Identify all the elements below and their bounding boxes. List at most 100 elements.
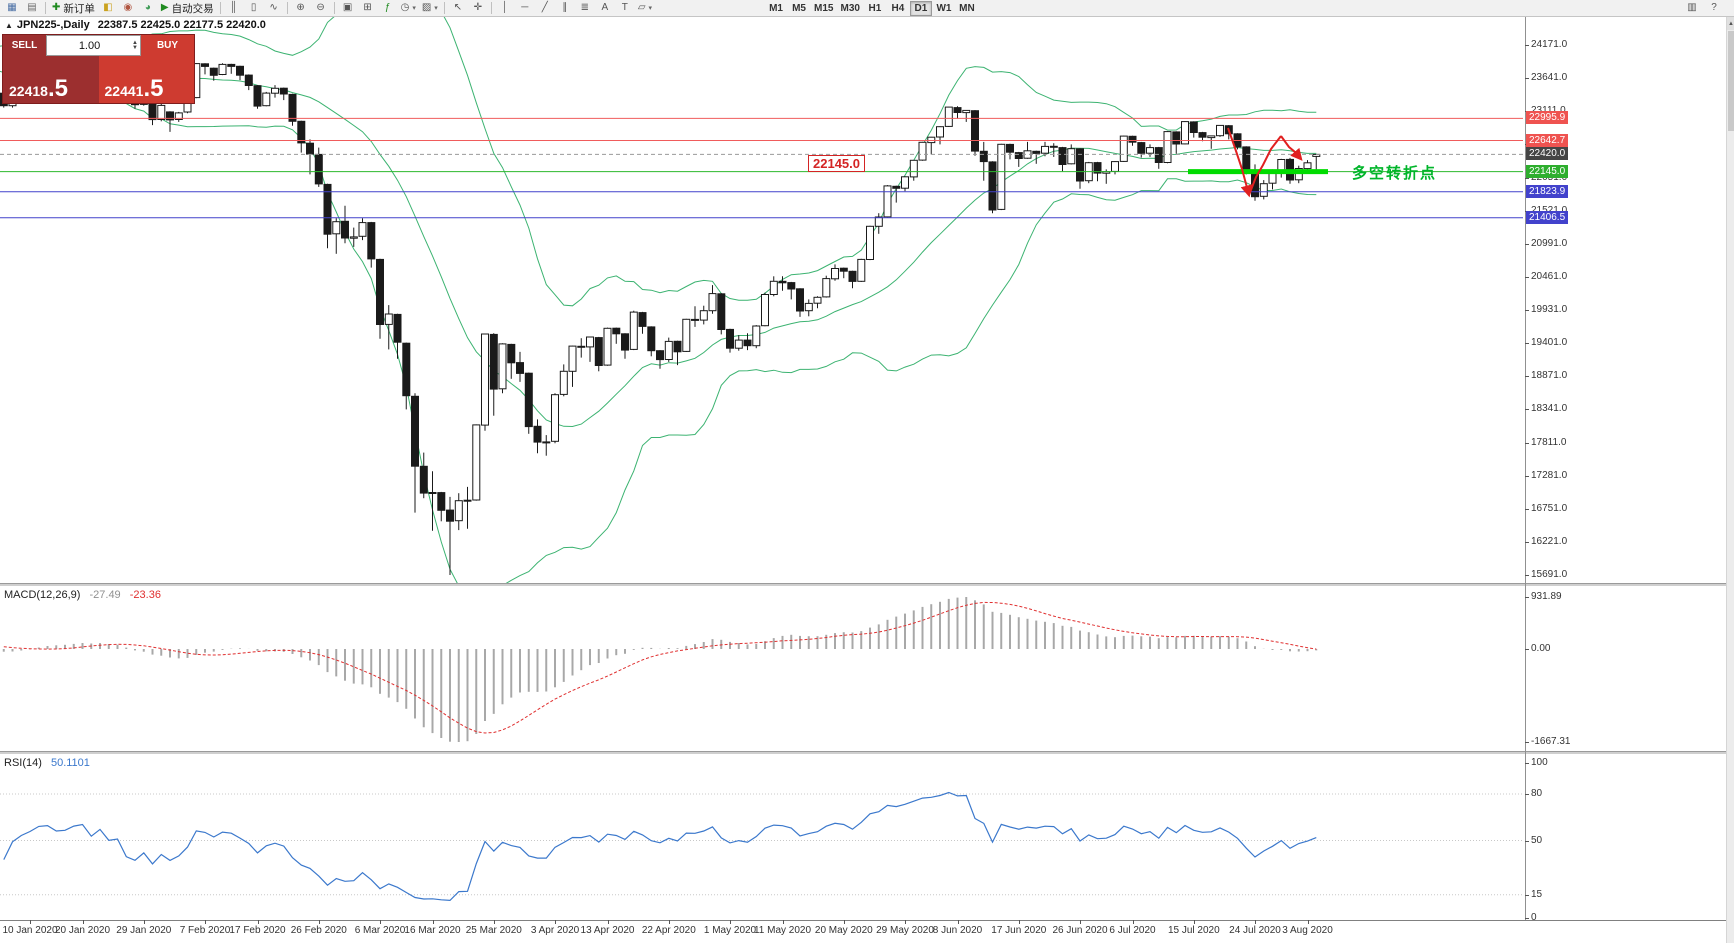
price-tag-21406.5: 21406.5: [1526, 210, 1569, 224]
horizontal-level-lines[interactable]: [0, 117, 1523, 219]
symbol-period-text: JPN225-,Daily: [16, 19, 90, 31]
line-chart-type[interactable]: ∿: [264, 1, 284, 16]
price-axis-tick: [1525, 45, 1529, 46]
date-axis-label: 3 Aug 2020: [1282, 925, 1333, 936]
zigzag-arrow-0[interactable]: [1227, 127, 1253, 198]
turning-point-annotation[interactable]: 多空转折点: [1352, 165, 1438, 182]
panel-separator[interactable]: [0, 583, 1734, 586]
label-tool[interactable]: T: [615, 1, 635, 16]
timeframe-mn[interactable]: MN: [956, 1, 978, 16]
metaeditor[interactable]: ◧: [98, 1, 118, 16]
text-tool[interactable]: A: [595, 1, 615, 16]
channel-tool[interactable]: ∥: [555, 1, 575, 16]
macd-axis-label: -1667.31: [1531, 736, 1571, 747]
grid[interactable]: ⊞: [358, 1, 378, 16]
rsi-panel-canvas[interactable]: [0, 754, 1523, 920]
candlestick-chart-type[interactable]: ▯: [244, 1, 264, 16]
trendline-tool[interactable]: ╱: [535, 1, 555, 16]
volume-stepper[interactable]: 1.00 ▲ ▼: [46, 35, 141, 56]
price-tag-22995.9: 22995.9: [1526, 111, 1569, 125]
timeframe-m1[interactable]: M1: [765, 1, 787, 16]
auto-arrange-icon: ▣: [342, 2, 353, 13]
price-axis-label: 16751.0: [1531, 502, 1568, 514]
date-axis-label: 15 Jul 2020: [1167, 925, 1220, 936]
sell-price[interactable]: 22418.5: [3, 56, 99, 103]
support-price-label[interactable]: 22145.0: [808, 155, 865, 172]
price-axis-label: 23641.0: [1531, 72, 1568, 84]
price-axis-line: [1525, 17, 1526, 920]
date-axis-tick: [782, 920, 784, 924]
zoom-in[interactable]: ⊕: [291, 1, 311, 16]
market-community-icon: ◕: [144, 2, 151, 13]
new-order-label: 新订单: [63, 2, 95, 15]
bar-chart-type[interactable]: ║: [224, 1, 244, 16]
market-community[interactable]: ◕: [138, 1, 158, 16]
timeframe-m5[interactable]: M5: [788, 1, 810, 16]
macd-axis-tick: [1525, 649, 1529, 650]
main-chart-canvas[interactable]: [0, 17, 1523, 583]
buy-button[interactable]: BUY: [141, 35, 194, 56]
timeframe-w1[interactable]: W1: [933, 1, 955, 16]
sell-price-main: 22418: [9, 83, 48, 99]
help[interactable]: ?: [1704, 1, 1724, 16]
price-axis-label: 20461.0: [1531, 270, 1568, 282]
date-axis-tick: [607, 920, 609, 924]
indicators[interactable]: ƒ: [378, 1, 398, 16]
timeframe-m30[interactable]: M30: [837, 1, 862, 16]
price-axis-tick: [1525, 177, 1529, 179]
date-axis-line: [0, 920, 1734, 921]
date-axis-tick: [1080, 920, 1081, 924]
price-tag-21823.9: 21823.9: [1526, 184, 1569, 198]
metaeditor-icon: ◧: [103, 2, 113, 13]
alerts[interactable]: ◉: [118, 1, 138, 16]
auto-arrange[interactable]: ▣: [338, 1, 358, 16]
toolbar-separator: [443, 2, 445, 14]
buy-price-main: 22441: [104, 83, 144, 99]
volume-up-arrow[interactable]: ▲: [132, 39, 138, 46]
timeframe-m15[interactable]: M15: [811, 1, 836, 16]
text-tool-icon: A: [601, 2, 609, 13]
window-list[interactable]: ▥: [1682, 1, 1702, 16]
price-axis-tick: [1525, 276, 1529, 278]
one-click-collapse-arrow[interactable]: ▲: [5, 21, 13, 30]
price-axis-tick: [1525, 243, 1529, 245]
buy-price-pips: .5: [143, 75, 164, 102]
timeframe-d1[interactable]: D1: [909, 0, 932, 16]
scroll-up-arrow[interactable]: ▲: [1727, 17, 1734, 30]
one-click-trading-panel: SELL 1.00 ▲ ▼ BUY 22418.5 22441.5: [2, 34, 195, 104]
date-axis-tick: [843, 920, 845, 924]
rsi-axis-tick: [1525, 763, 1529, 764]
chart-profiles[interactable]: ▤: [22, 1, 42, 16]
crosshair[interactable]: ✛: [468, 1, 488, 16]
shapes-dropdown[interactable]: ▱ ▾: [635, 1, 655, 16]
date-axis-tick: [730, 920, 731, 924]
templates-dropdown[interactable]: ▨ ▾: [419, 1, 441, 16]
zoom-out[interactable]: ⊖: [311, 1, 331, 16]
volume-down-arrow[interactable]: ▼: [132, 44, 138, 51]
date-axis-label: 11 May 2020: [753, 925, 812, 936]
sell-button[interactable]: SELL: [3, 35, 46, 56]
date-axis-tick: [82, 920, 84, 924]
macd-panel-canvas[interactable]: [0, 586, 1523, 751]
periods-dropdown[interactable]: ◷ ▾: [398, 1, 419, 16]
scrollbar-thumb[interactable]: [1728, 31, 1734, 131]
bollinger-lower-line: [0, 96, 1317, 583]
date-axis-tick: [905, 920, 906, 924]
panel-separator[interactable]: [0, 751, 1734, 754]
zigzag-arrow-1[interactable]: [1248, 135, 1282, 196]
timeframe-h4[interactable]: H4: [887, 1, 909, 16]
volume-value[interactable]: 1.00: [78, 39, 101, 52]
trendline-tool-icon: ╱: [541, 2, 548, 13]
autotrading[interactable]: ▶ 自动交易: [158, 1, 217, 16]
cursor[interactable]: ↖: [448, 1, 468, 16]
fibonacci-tool[interactable]: ≣: [575, 1, 595, 16]
new-order[interactable]: ✚ 新订单: [49, 1, 98, 16]
date-axis-tick: [493, 920, 495, 924]
horizontal-line-tool[interactable]: ─: [515, 1, 535, 16]
new-chart[interactable]: ▦: [2, 1, 22, 16]
vertical-line-tool[interactable]: │: [495, 1, 515, 16]
vertical-scrollbar[interactable]: ▲: [1726, 17, 1734, 943]
timeframe-h1[interactable]: H1: [864, 1, 886, 16]
buy-price[interactable]: 22441.5: [98, 56, 194, 103]
zigzag-arrow-2[interactable]: [1280, 135, 1303, 161]
